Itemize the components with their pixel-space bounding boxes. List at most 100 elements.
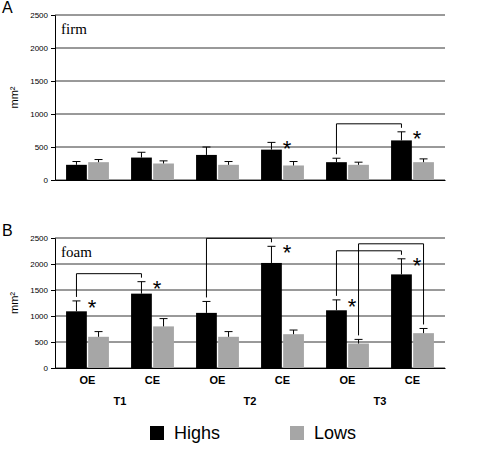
grid-line <box>55 48 445 49</box>
error-stem <box>336 300 337 310</box>
error-cap <box>290 330 298 331</box>
legend-label: Highs <box>174 423 220 443</box>
group-label: T3 <box>374 395 387 407</box>
bar <box>131 294 152 368</box>
y-tick-label: 500 <box>35 338 49 347</box>
error-cap <box>355 339 363 340</box>
legend-swatch <box>290 426 304 440</box>
y-tick-mark <box>51 81 55 82</box>
bar <box>196 155 217 180</box>
legend-swatch <box>150 426 164 440</box>
error-cap <box>72 300 80 301</box>
error-cap <box>95 159 103 160</box>
y-tick-label: 0 <box>44 176 49 185</box>
y-tick-mark <box>51 368 55 369</box>
error-stem <box>141 152 142 157</box>
series-1 <box>88 319 434 368</box>
bar <box>283 334 304 368</box>
y-tick: 2500 <box>30 11 55 20</box>
y-tick: 500 <box>35 143 55 152</box>
grid-line <box>55 147 445 148</box>
bracket <box>76 274 141 297</box>
bar <box>131 158 152 180</box>
error-bar <box>397 132 405 141</box>
error-cap <box>72 161 80 162</box>
error-cap <box>95 331 103 332</box>
error-bar <box>72 301 80 311</box>
error-bar <box>332 300 340 310</box>
grid <box>55 15 445 180</box>
bar <box>218 165 239 180</box>
y-tick-label: 1500 <box>30 286 48 295</box>
legend-label: Lows <box>314 423 356 443</box>
annotation: * <box>413 253 422 278</box>
x-tick: CE <box>145 374 160 386</box>
y-tick-mark <box>51 15 55 16</box>
bar <box>153 326 174 368</box>
error-bar <box>355 162 363 165</box>
grid-line <box>55 114 445 115</box>
error-cap <box>420 158 428 159</box>
y-tick: 2000 <box>30 44 55 53</box>
x-tick-label: OE <box>340 374 356 386</box>
series-0 <box>66 246 412 368</box>
error-bar <box>137 152 145 157</box>
error-bar <box>397 259 405 275</box>
y-tick: 0 <box>44 364 55 373</box>
y-tick: 1000 <box>30 312 55 321</box>
error-cap <box>137 281 145 282</box>
grid-line <box>55 368 445 369</box>
legend-item: Lows <box>290 423 356 443</box>
group-label: T1 <box>114 395 127 407</box>
error-bar <box>355 339 363 343</box>
x-tick: OE <box>80 374 96 386</box>
error-bar <box>160 161 168 164</box>
bar <box>413 162 434 180</box>
y-tick-label: 2500 <box>30 11 48 20</box>
error-stem <box>163 319 164 327</box>
legend: Highs Lows <box>150 423 356 443</box>
error-bar <box>420 159 428 162</box>
error-cap <box>267 142 275 143</box>
x-tick: CE <box>405 374 420 386</box>
y-tick-label: 0 <box>44 364 49 373</box>
bar <box>348 165 369 180</box>
bar <box>261 263 282 368</box>
y-tick-label: 2000 <box>30 44 48 53</box>
bar <box>413 333 434 368</box>
error-cap <box>332 299 340 300</box>
error-cap <box>225 331 233 332</box>
y-tick: 1000 <box>30 110 55 119</box>
error-stem <box>206 147 207 155</box>
error-stem <box>141 282 142 294</box>
x-axis <box>56 180 446 181</box>
error-bar <box>267 142 275 149</box>
bar <box>196 313 217 368</box>
error-stem <box>228 332 229 337</box>
grid-line <box>55 180 445 181</box>
error-cap <box>267 246 275 247</box>
bar <box>66 311 87 368</box>
panel: 05001000150020002500OECEOECEOECET1T2T3mm… <box>2 222 446 407</box>
y-tick: 2000 <box>30 260 55 269</box>
error-cap <box>420 328 428 329</box>
y-tick-mark <box>51 48 55 49</box>
error-cap <box>160 160 168 161</box>
error-stem <box>401 259 402 275</box>
x-tick-label: OE <box>80 374 96 386</box>
y-axis: 05001000150020002500 <box>30 234 55 373</box>
y-tick-mark <box>51 264 55 265</box>
error-bar <box>420 328 428 333</box>
panel-title: foam <box>61 244 92 260</box>
annotation: * <box>88 295 97 320</box>
error-bar <box>332 158 340 162</box>
bar <box>261 150 282 180</box>
group-label: T2 <box>244 395 257 407</box>
bar <box>391 274 412 368</box>
y-tick-label: 1000 <box>30 312 48 321</box>
bar <box>218 337 239 368</box>
error-stem <box>358 339 359 343</box>
y-tick-label: 500 <box>35 143 49 152</box>
error-bar <box>225 332 233 337</box>
grid-line <box>55 290 445 291</box>
